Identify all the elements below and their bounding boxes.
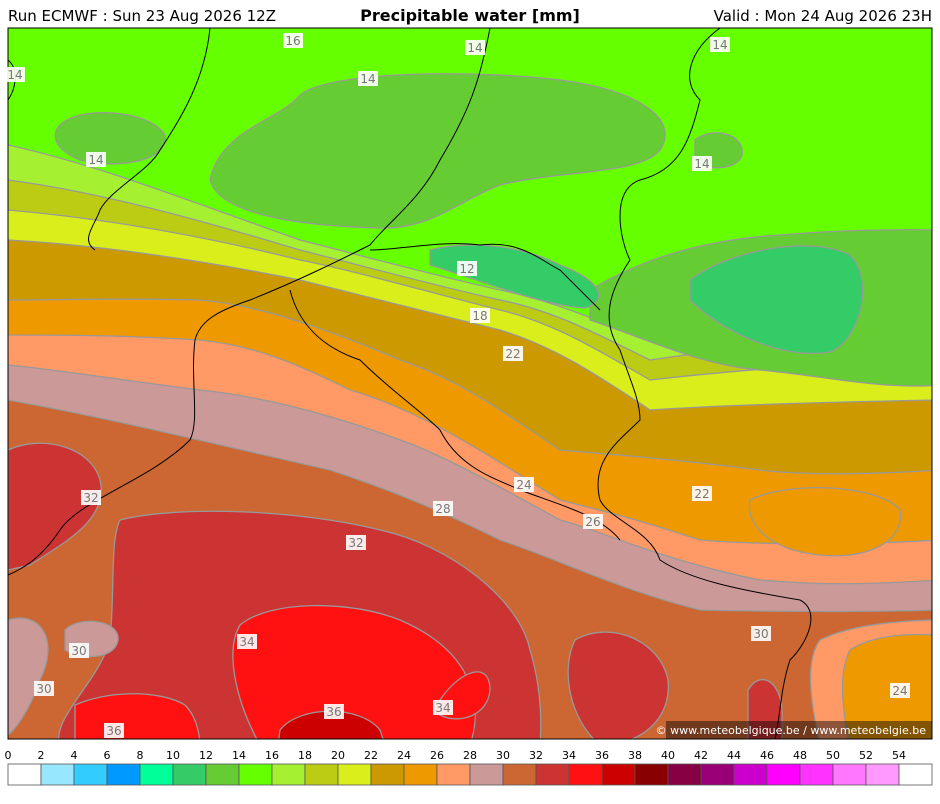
- contour-label: 22: [694, 487, 709, 501]
- colorbar-swatch: [41, 764, 74, 785]
- colorbar-tick-label: 30: [496, 749, 510, 762]
- colorbar-tick-label: 4: [71, 749, 78, 762]
- contour-label: 14: [7, 68, 22, 82]
- colorbar-swatch: [899, 764, 932, 785]
- colorbar-swatch: [833, 764, 866, 785]
- colorbar-tick-label: 16: [265, 749, 279, 762]
- colorbar-swatch: [371, 764, 404, 785]
- contour-label: 14: [712, 38, 727, 52]
- colorbar-swatch: [767, 764, 800, 785]
- colorbar-swatch: [437, 764, 470, 785]
- colorbar-tick-label: 28: [463, 749, 477, 762]
- colorbar-tick-label: 54: [892, 749, 906, 762]
- contour-label: 18: [472, 309, 487, 323]
- colorbar-tick-label: 6: [104, 749, 111, 762]
- colorbar-swatch: [536, 764, 569, 785]
- colorbar-swatch: [206, 764, 239, 785]
- contour-label: 16: [285, 34, 300, 48]
- colorbar-tick-label: 12: [199, 749, 213, 762]
- contour-label: 14: [467, 41, 482, 55]
- colorbar-swatch: [74, 764, 107, 785]
- colorbar-tick-label: 8: [137, 749, 144, 762]
- colorbar-swatch: [8, 764, 41, 785]
- colorbar-swatch: [569, 764, 602, 785]
- contour-label: 30: [71, 644, 86, 658]
- contour-label: 14: [694, 157, 709, 171]
- valid-label: Valid : Mon 24 Aug 2026 23H: [714, 7, 932, 25]
- colorbar-tick-label: 48: [793, 749, 807, 762]
- colorbar-tick-label: 24: [397, 749, 411, 762]
- colorbar-swatch: [602, 764, 635, 785]
- colorbar-swatch: [635, 764, 668, 785]
- colorbar-swatch: [173, 764, 206, 785]
- colorbar-tick-label: 26: [430, 749, 444, 762]
- colorbar-tick-label: 36: [595, 749, 609, 762]
- colorbar-swatch: [404, 764, 437, 785]
- colorbar-swatch: [305, 764, 338, 785]
- contour-label: 32: [83, 491, 98, 505]
- contour-label: 30: [36, 682, 51, 696]
- contour-label: 30: [753, 627, 768, 641]
- map-area: [0, 0, 940, 745]
- contour-label: 34: [435, 701, 450, 715]
- contour-label: 36: [326, 705, 341, 719]
- colorbar-tick-label: 10: [166, 749, 180, 762]
- contour-label: 28: [435, 502, 450, 516]
- colorbar-swatch: [140, 764, 173, 785]
- colorbar-tick-label: 50: [826, 749, 840, 762]
- colorbar-tick-label: 34: [562, 749, 576, 762]
- colorbar-tick-label: 2: [38, 749, 45, 762]
- contour-label: 32: [348, 536, 363, 550]
- colorbar-swatch: [866, 764, 899, 785]
- copyright: © www.meteobelgique.be / www.meteobelgie…: [656, 724, 927, 737]
- colorbar-tick-label: 32: [529, 749, 543, 762]
- colorbar-tick-label: 22: [364, 749, 378, 762]
- colorbar-tick-label: 44: [727, 749, 741, 762]
- contour-label: 22: [505, 347, 520, 361]
- contour-label: 34: [239, 635, 254, 649]
- contour-label: 14: [360, 72, 375, 86]
- colorbar-swatch: [239, 764, 272, 785]
- contour-label: 24: [892, 684, 907, 698]
- map-title: Precipitable water [mm]: [360, 6, 580, 25]
- colorbar-tick-label: 52: [859, 749, 873, 762]
- colorbar-swatch: [272, 764, 305, 785]
- contour-label: 26: [585, 515, 600, 529]
- contour-label: 12: [459, 262, 474, 276]
- colorbar-tick-label: 0: [5, 749, 12, 762]
- colorbar-swatch: [470, 764, 503, 785]
- colorbar-tick-label: 40: [661, 749, 675, 762]
- colorbar-swatch: [701, 764, 734, 785]
- colorbar-tick-label: 46: [760, 749, 774, 762]
- colorbar-tick-label: 38: [628, 749, 642, 762]
- colorbar-swatch: [338, 764, 371, 785]
- contour-label: 24: [516, 478, 531, 492]
- contour-label: 14: [88, 153, 103, 167]
- run-label: Run ECMWF : Sun 23 Aug 2026 12Z: [8, 7, 276, 25]
- colorbar-tick-label: 14: [232, 749, 246, 762]
- colorbar-tick-label: 18: [298, 749, 312, 762]
- colorbar-swatch: [800, 764, 833, 785]
- colorbar-swatch: [668, 764, 701, 785]
- colorbar-tick-label: 42: [694, 749, 708, 762]
- colorbar-swatch: [734, 764, 767, 785]
- colorbar-tick-label: 20: [331, 749, 345, 762]
- colorbar-swatch: [503, 764, 536, 785]
- contour-label: 36: [106, 724, 121, 738]
- colorbar-swatch: [107, 764, 140, 785]
